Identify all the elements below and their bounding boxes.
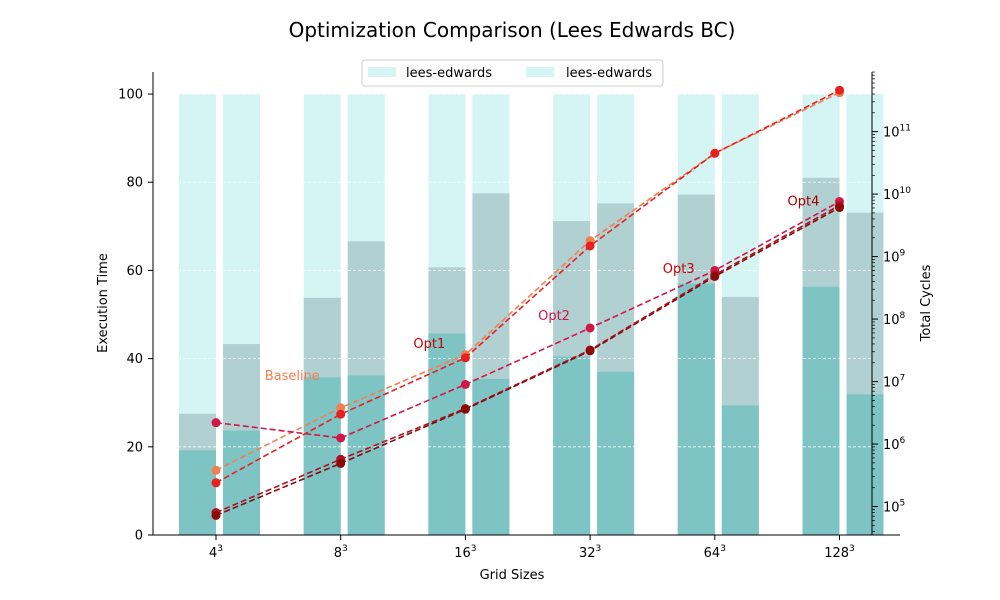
legend-entry-2: lees-edwards bbox=[566, 66, 652, 81]
x-ticks: 43 83 163 323 643 1283 bbox=[209, 535, 855, 561]
y2-axis-label: Total Cycles bbox=[919, 264, 934, 342]
y2-tick-label: 105 bbox=[883, 499, 905, 516]
series-lines bbox=[211, 85, 844, 520]
y2-tick-label: 108 bbox=[883, 311, 906, 328]
series-line bbox=[215, 200, 840, 439]
series-point bbox=[460, 404, 470, 414]
bar-low bbox=[428, 333, 466, 535]
series-point bbox=[710, 148, 720, 158]
series-point bbox=[211, 478, 221, 488]
series-point bbox=[585, 323, 595, 333]
y-tick-label: 100 bbox=[118, 88, 143, 103]
series-point bbox=[336, 403, 346, 413]
x-axis-label: Grid Sizes bbox=[480, 568, 545, 583]
x-tick-label: 43 bbox=[209, 544, 223, 561]
bar-low bbox=[472, 378, 510, 535]
y-tick-label: 20 bbox=[126, 440, 143, 455]
x-tick-label: 643 bbox=[704, 544, 726, 561]
series-line bbox=[215, 206, 840, 517]
legend-frame bbox=[361, 59, 664, 87]
x-tick-label: 1283 bbox=[824, 544, 855, 561]
series-line bbox=[215, 89, 840, 484]
y-tick-label: 80 bbox=[126, 176, 143, 191]
y2-tick-label: 1010 bbox=[883, 186, 911, 203]
series-point bbox=[585, 241, 595, 251]
legend-patch-2 bbox=[526, 67, 554, 77]
series-point bbox=[835, 85, 844, 95]
y2-tick-label: 107 bbox=[883, 374, 905, 391]
legend: lees-edwards lees-edwards bbox=[361, 59, 664, 87]
series-point bbox=[211, 510, 221, 520]
series-point bbox=[460, 379, 470, 389]
y-tick-label: 60 bbox=[126, 264, 143, 279]
right-ticks: 105 106 107 108 109 1010 1011 bbox=[872, 71, 911, 532]
bar-low bbox=[846, 394, 884, 535]
x-tick-label: 323 bbox=[579, 544, 601, 561]
y2-tick-label: 106 bbox=[883, 436, 906, 453]
series-point bbox=[336, 409, 346, 419]
series-line bbox=[215, 204, 840, 514]
gridlines bbox=[153, 93, 872, 448]
legend-patch-1 bbox=[368, 67, 396, 77]
series-annotation: Opt2 bbox=[538, 309, 570, 324]
series-point bbox=[585, 346, 595, 356]
bar-low bbox=[347, 375, 385, 535]
annotations: Baseline Opt1 Opt2 Opt3 Opt4 bbox=[265, 195, 820, 384]
legend-entry-1: lees-edwards bbox=[406, 66, 492, 81]
bar-low bbox=[553, 356, 591, 535]
series-point bbox=[336, 458, 346, 468]
series-annotation: Baseline bbox=[265, 369, 320, 384]
bar-low bbox=[597, 371, 635, 535]
bar-low bbox=[721, 405, 759, 535]
series-annotation: Opt4 bbox=[788, 195, 820, 210]
y2-tick-label: 1011 bbox=[883, 124, 911, 141]
y-tick-label: 0 bbox=[135, 529, 143, 544]
x-tick-label: 163 bbox=[454, 544, 476, 561]
bar-low bbox=[179, 450, 216, 535]
bar-low bbox=[677, 283, 715, 535]
y-axis-label: Execution Time bbox=[96, 253, 111, 353]
series-point bbox=[710, 272, 720, 282]
left-ticks: 0 20 40 60 80 100 bbox=[118, 88, 153, 544]
series-point bbox=[211, 418, 221, 428]
chart-title: Optimization Comparison (Lees Edwards BC… bbox=[289, 18, 736, 42]
y-tick-label: 40 bbox=[126, 352, 143, 367]
x-tick-label: 83 bbox=[334, 544, 348, 561]
bar-low bbox=[223, 430, 260, 535]
series-point bbox=[211, 465, 221, 475]
bars-layer bbox=[179, 94, 884, 536]
series-point bbox=[336, 433, 346, 443]
y2-tick-label: 109 bbox=[883, 249, 906, 266]
bar-low bbox=[802, 286, 840, 535]
series-point bbox=[460, 353, 470, 363]
series-annotation: Opt1 bbox=[413, 337, 445, 352]
series-point bbox=[835, 203, 844, 213]
series-annotation: Opt3 bbox=[663, 262, 695, 277]
bar-low bbox=[303, 377, 341, 535]
